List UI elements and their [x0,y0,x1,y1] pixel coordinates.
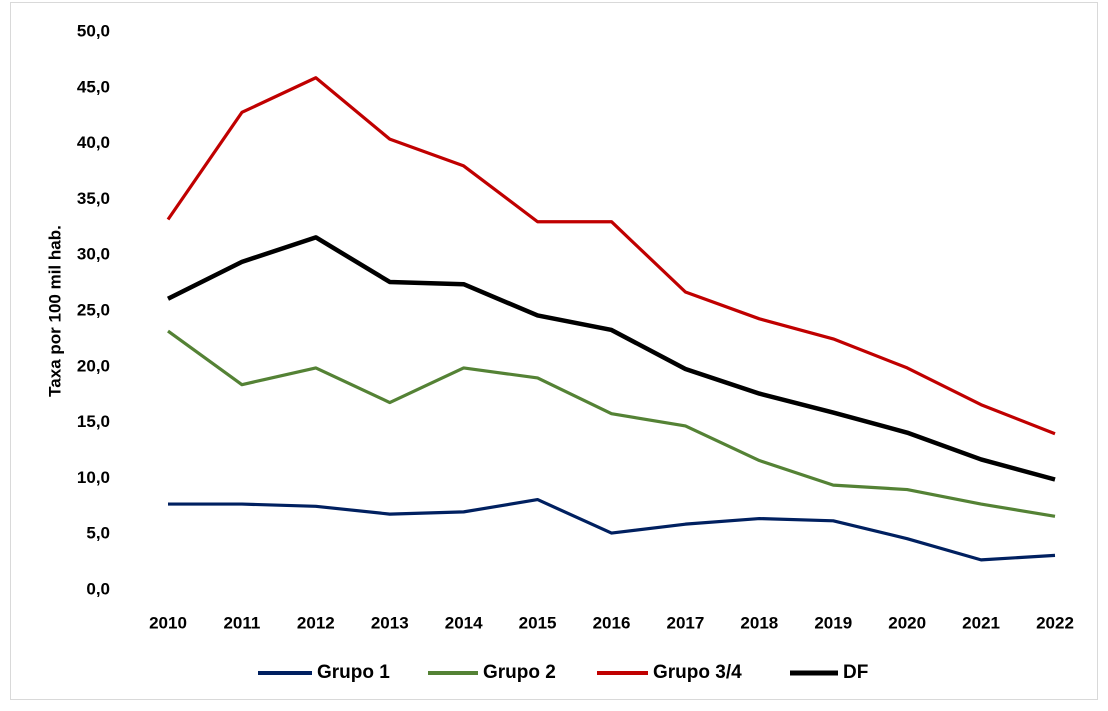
x-tick-label: 2022 [1036,613,1074,632]
x-tick-label: 2013 [371,613,409,632]
x-tick-label: 2020 [888,613,926,632]
legend-label: Grupo 3/4 [653,662,742,683]
x-tick-label: 2012 [297,613,335,632]
legend-label: DF [843,662,868,683]
y-tick-label: 40,0 [77,133,110,152]
y-tick-label: 30,0 [77,245,110,264]
y-tick-label: 5,0 [86,524,110,543]
x-tick-label: 2010 [149,613,187,632]
legend-label: Grupo 2 [483,662,556,683]
chart-frame [10,2,1098,700]
data-line [168,498,1056,562]
y-tick-label: 15,0 [77,412,110,431]
y-tick-label: 50,0 [77,21,110,40]
x-tick-label: 2015 [519,613,557,632]
x-tick-label: 2011 [223,613,260,632]
data-line [166,235,1056,482]
x-tick-label: 2016 [593,613,631,632]
legend-label: Grupo 1 [317,662,390,683]
y-tick-label: 25,0 [77,300,110,319]
y-tick-label: 20,0 [77,356,110,375]
y-tick-label: 10,0 [77,468,110,487]
x-tick-label: 2017 [667,613,705,632]
data-line [167,329,1056,518]
x-tick-label: 2019 [814,613,852,632]
x-tick-label: 2014 [445,613,483,632]
y-axis-label: Taxa por 100 mil hab. [45,225,64,397]
data-line [166,76,1056,436]
y-tick-label: 0,0 [86,579,110,598]
x-tick-label: 2018 [740,613,778,632]
x-tick-label: 2021 [962,613,1000,632]
y-tick-label: 45,0 [77,77,110,96]
y-tick-label: 35,0 [77,189,110,208]
